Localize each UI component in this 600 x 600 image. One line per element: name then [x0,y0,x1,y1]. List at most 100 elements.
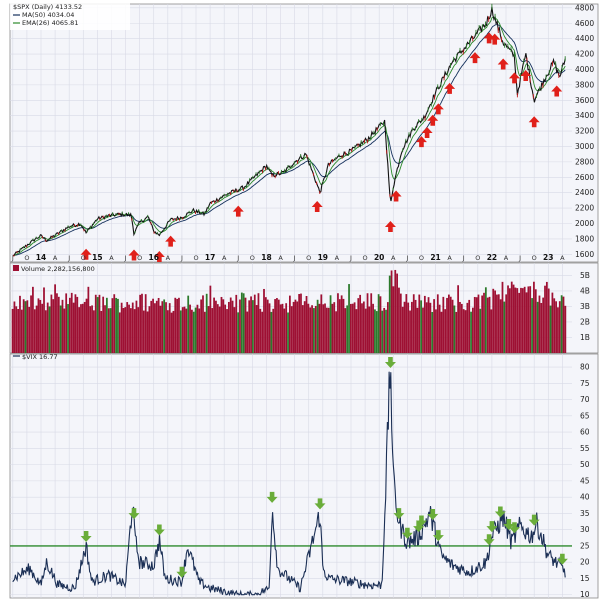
month-label: O [193,254,198,262]
volume-bar [533,281,535,353]
vix-signal-arrow [314,498,326,510]
volume-bar [100,310,103,353]
buy-signal-arrow [528,116,540,128]
vix-signal-arrow [556,553,568,565]
volume-bar [440,311,443,353]
volume-bar [222,299,225,353]
volume-bar [462,309,465,353]
volume-bar [558,301,561,353]
volume-bar [43,287,45,353]
vix-signal-arrow [80,530,92,542]
volume-bar [126,302,129,353]
volume-bar [244,297,247,353]
price-tick-label: 2000 [575,219,594,228]
vix-signal-arrow [384,357,396,368]
volume-bar [11,308,14,353]
vix-signal-arrow [415,515,427,527]
volume-bar [261,311,264,353]
price-tick-label: 4800 [575,3,594,12]
buy-signal-arrow [153,251,165,263]
volume-bar [296,301,299,353]
volume-bar [237,312,240,353]
year-label: 15 [92,253,102,262]
volume-bar [446,297,448,353]
buy-signal-arrow [311,200,323,212]
vix-line [12,371,566,597]
volume-bar [122,308,125,353]
volume-bar [85,298,88,353]
volume-bar [268,303,271,353]
volume-bar [285,303,288,353]
month-label: A [504,254,509,262]
volume-bar [124,307,127,353]
month-label: J [518,254,521,262]
vix-signal-arrow [413,521,425,533]
year-label: 17 [205,253,215,262]
volume-bar [414,299,417,353]
month-label: A [335,254,340,262]
volume-bar [96,297,99,353]
volume-bar [531,298,533,353]
volume-bar [279,304,282,353]
month-label: J [124,254,127,262]
volume-bar [33,309,36,353]
volume-bar [276,298,278,353]
volume-bar [542,297,545,353]
month-label: J [236,254,239,262]
volume-bar [72,302,75,353]
volume-bar [338,299,341,353]
volume-bar [501,281,504,353]
volume-bar [229,297,232,353]
volume-bar [207,306,210,353]
vix-tick-label: 35 [580,509,590,518]
volume-bar [381,310,384,353]
volume-bar [362,301,365,353]
price-tick-label: 3000 [575,142,594,151]
volume-bar [529,286,532,353]
volume-bar [375,311,378,353]
volume-bar [44,310,47,353]
volume-bar [396,273,398,353]
volume-bar [411,301,413,353]
volume-bar [429,302,432,353]
vix-signal-arrow [401,527,413,539]
buy-signal-arrow [128,249,140,261]
volume-bar [527,286,530,353]
volume-bar [59,305,62,353]
volume-bar [113,294,116,353]
volume-tick-label: 2B [580,317,590,326]
volume-bar [176,298,178,353]
volume-bar [425,302,428,353]
volume-bar [447,294,450,353]
volume-bar [557,307,559,353]
price-tick-label: 1800 [575,234,594,243]
volume-bar [215,300,217,353]
volume-bar [438,304,441,353]
vix-signal-arrow [503,519,515,531]
buy-signal-arrow [432,103,444,115]
volume-bar [216,304,219,353]
volume-bar [224,304,227,353]
price-tick-label: 2400 [575,188,594,197]
volume-bar [435,309,437,353]
volume-bar [497,294,500,353]
volume-bar [538,295,541,353]
price-tick-label: 3800 [575,80,594,89]
month-label: J [349,254,352,262]
volume-bar [287,312,289,353]
buy-signal-arrow [551,85,563,97]
volume-bar [80,304,82,353]
volume-bar [56,293,58,353]
volume-bar [192,311,195,353]
volume-bar [473,296,476,353]
volume-bar [266,299,269,353]
volume-bar [67,304,69,353]
volume-bar [142,310,145,353]
volume-bar [335,311,337,353]
volume-bar [37,298,40,353]
price-tick-label: 2200 [575,204,594,213]
month-label: A [447,254,452,262]
volume-bar [464,310,467,353]
volume-bar [359,294,362,353]
vix-signal-arrow [508,522,520,534]
